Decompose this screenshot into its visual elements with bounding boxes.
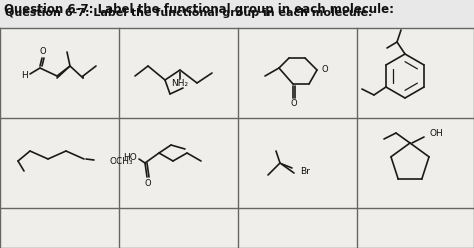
Text: NH₂: NH₂ (172, 80, 189, 89)
Text: O: O (291, 99, 297, 109)
Bar (238, 118, 357, 208)
Text: O: O (40, 48, 46, 57)
Bar (357, 118, 474, 208)
Text: O: O (145, 179, 151, 187)
Text: OCH₃: OCH₃ (110, 156, 134, 165)
Bar (0, 118, 119, 208)
Text: HO: HO (123, 154, 137, 162)
Bar (357, 208, 474, 248)
Bar (357, 28, 474, 118)
Bar (0, 208, 119, 248)
Text: O: O (322, 65, 328, 74)
Bar (119, 118, 238, 208)
Text: Question 6-7: Label the functional group in each molecule:: Question 6-7: Label the functional group… (4, 3, 394, 17)
Bar (0, 28, 119, 118)
Text: Question 6-7: Label the functional group in each molecule:: Question 6-7: Label the functional group… (5, 8, 373, 18)
Bar (119, 28, 238, 118)
Text: OH: OH (430, 129, 444, 138)
Text: H: H (21, 70, 28, 80)
Bar (119, 208, 238, 248)
Text: Br: Br (300, 166, 310, 176)
Bar (238, 28, 357, 118)
Bar (238, 208, 357, 248)
